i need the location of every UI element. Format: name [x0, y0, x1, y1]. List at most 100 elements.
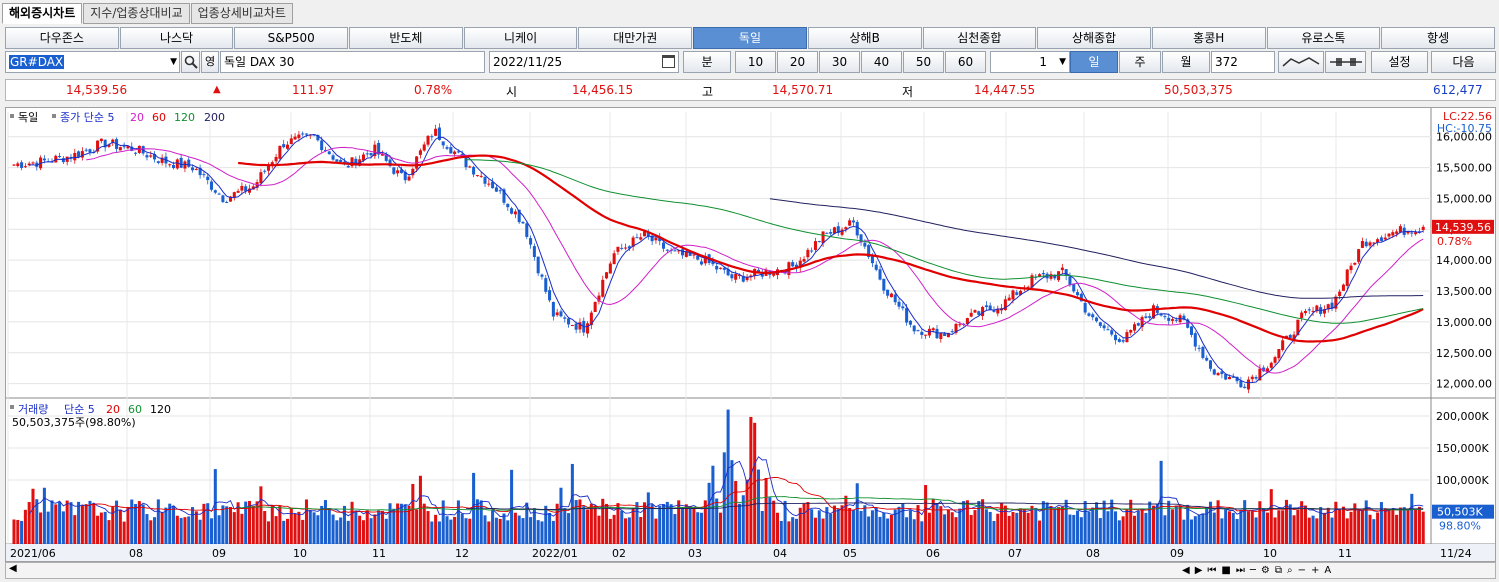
market-button-5[interactable]: 대만가권: [578, 27, 693, 49]
symbol-field[interactable]: GR#DAX: [9, 55, 65, 69]
candle-body: [20, 162, 24, 168]
volume-bar: [1406, 509, 1410, 544]
candle-body: [916, 330, 920, 332]
period-button-10[interactable]: 10: [735, 51, 776, 73]
market-button-11[interactable]: 유로스톡: [1266, 27, 1381, 49]
market-button-12[interactable]: 항셍: [1381, 27, 1495, 49]
candle-body: [350, 157, 354, 167]
volume-bar: [901, 503, 905, 544]
candle-body: [12, 164, 16, 166]
volume-bar: [191, 507, 195, 544]
period-button-50[interactable]: 50: [903, 51, 944, 73]
volume-bar: [194, 511, 198, 544]
week-button[interactable]: 주: [1119, 51, 1161, 73]
count-spinner[interactable]: 1 ▼: [990, 51, 1070, 73]
nav-icon-7[interactable]: ⧉: [1274, 565, 1282, 576]
period-button-40[interactable]: 40: [861, 51, 902, 73]
price-legend-name: 독일: [18, 110, 38, 124]
volume-bar: [263, 511, 267, 544]
ma60-line: [238, 154, 1424, 343]
volume-bar: [734, 480, 738, 544]
volume-bar: [840, 505, 844, 544]
candle-body: [726, 269, 730, 276]
volume-bar: [308, 510, 312, 544]
market-button-10[interactable]: 홍콩H: [1151, 27, 1266, 49]
market-button-7[interactable]: 상해B: [807, 27, 922, 49]
calendar-icon[interactable]: [662, 55, 675, 68]
candle-body: [156, 161, 160, 163]
nav-icon-2[interactable]: ⏮: [1207, 565, 1217, 576]
nav-icon-4[interactable]: ⏭: [1235, 565, 1245, 576]
candle-body: [498, 190, 502, 192]
chart-area[interactable]: 16,000.0015,500.0015,000.0014,500.0014,0…: [5, 107, 1496, 562]
market-button-1[interactable]: 나스닥: [119, 27, 234, 49]
volume-bar: [1057, 507, 1061, 544]
market-button-3[interactable]: 반도체: [349, 27, 463, 49]
market-button-8[interactable]: 심천종합: [922, 27, 1037, 49]
candle-body: [418, 150, 422, 155]
chevron-down-icon[interactable]: ▼: [170, 57, 177, 67]
price-volume-chart[interactable]: 16,000.0015,500.0015,000.0014,500.0014,0…: [6, 108, 1495, 561]
volume-bar: [1019, 508, 1023, 544]
month-button[interactable]: 월: [1162, 51, 1210, 73]
settings-button[interactable]: 설정: [1371, 51, 1428, 73]
volume-bar: [848, 507, 852, 544]
next-button[interactable]: 다음: [1431, 51, 1496, 73]
tab-1[interactable]: 지수/업종상대비교: [83, 3, 190, 24]
nav-icon-8[interactable]: ⌕: [1287, 565, 1293, 576]
trend-tool-icon[interactable]: [1278, 51, 1324, 73]
symbol-combo[interactable]: GR#DAX ▼: [5, 51, 180, 73]
nav-icon-5[interactable]: ─: [1249, 565, 1256, 576]
day-button[interactable]: 일: [1070, 51, 1118, 73]
volume-bar: [631, 507, 635, 544]
market-button-6[interactable]: 독일: [693, 27, 807, 49]
volume-bar: [722, 452, 726, 544]
market-button-4[interactable]: 니케이: [463, 27, 578, 49]
volume-bar: [1060, 506, 1064, 544]
nav-icon-1[interactable]: ▶: [1194, 565, 1203, 576]
period-button-60[interactable]: 60: [945, 51, 986, 73]
period-button-30[interactable]: 30: [819, 51, 860, 73]
tab-2[interactable]: 업종상세비교차트: [190, 3, 293, 24]
current-price-tag-label: 14,539.56: [1435, 221, 1491, 234]
nav-icon-9[interactable]: −: [1297, 565, 1306, 576]
volume-bar: [798, 507, 802, 544]
scroll-left-icon[interactable]: ◀: [9, 563, 17, 574]
candle-body: [870, 256, 874, 264]
date-tick-label: 02: [612, 547, 626, 560]
candle-body: [1212, 369, 1216, 375]
volume-bar: [156, 499, 160, 544]
market-button-2[interactable]: S&P500: [234, 27, 349, 49]
volume-bar: [1334, 501, 1338, 544]
nav-icon-6[interactable]: ⚙: [1260, 565, 1270, 576]
search-icon[interactable]: [181, 51, 200, 73]
date-field[interactable]: 2022/11/25: [489, 51, 679, 73]
market-button-9[interactable]: 상해종합: [1037, 27, 1151, 49]
chevron-down-icon[interactable]: ▼: [1059, 57, 1066, 67]
candle-body: [221, 195, 225, 202]
volume-bar: [977, 501, 981, 544]
candle-body: [456, 151, 460, 153]
volume-bar: [1277, 510, 1281, 544]
volume-bar: [206, 503, 210, 544]
english-toggle-button[interactable]: 영: [201, 51, 219, 73]
candle-body: [247, 188, 252, 193]
volume-bar: [1395, 514, 1399, 544]
volume-ma5-line: [28, 456, 1424, 518]
tab-0[interactable]: 해외증시차트: [2, 3, 83, 24]
chart-scrollbar[interactable]: ◀ ◀ ▶ ⏮ ■ ⏭ ─ ⚙ ⧉ ⌕ − + A: [5, 562, 1496, 579]
market-button-0[interactable]: 다우존스: [5, 27, 119, 49]
volume-bar: [1227, 511, 1232, 544]
period-button-20[interactable]: 20: [777, 51, 818, 73]
volume-bar: [96, 515, 100, 544]
candle-body: [1307, 309, 1311, 311]
candle-tool-icon[interactable]: [1325, 51, 1366, 73]
minute-button[interactable]: 분: [683, 51, 731, 73]
bar-count-input[interactable]: 372: [1211, 51, 1275, 73]
nav-icon-3[interactable]: ■: [1221, 565, 1231, 576]
candle-body: [179, 157, 183, 168]
volume-bar: [1068, 514, 1072, 544]
nav-icon-0[interactable]: ◀: [1182, 565, 1190, 576]
nav-icon-11[interactable]: A: [1324, 565, 1332, 576]
nav-icon-10[interactable]: +: [1311, 565, 1320, 576]
